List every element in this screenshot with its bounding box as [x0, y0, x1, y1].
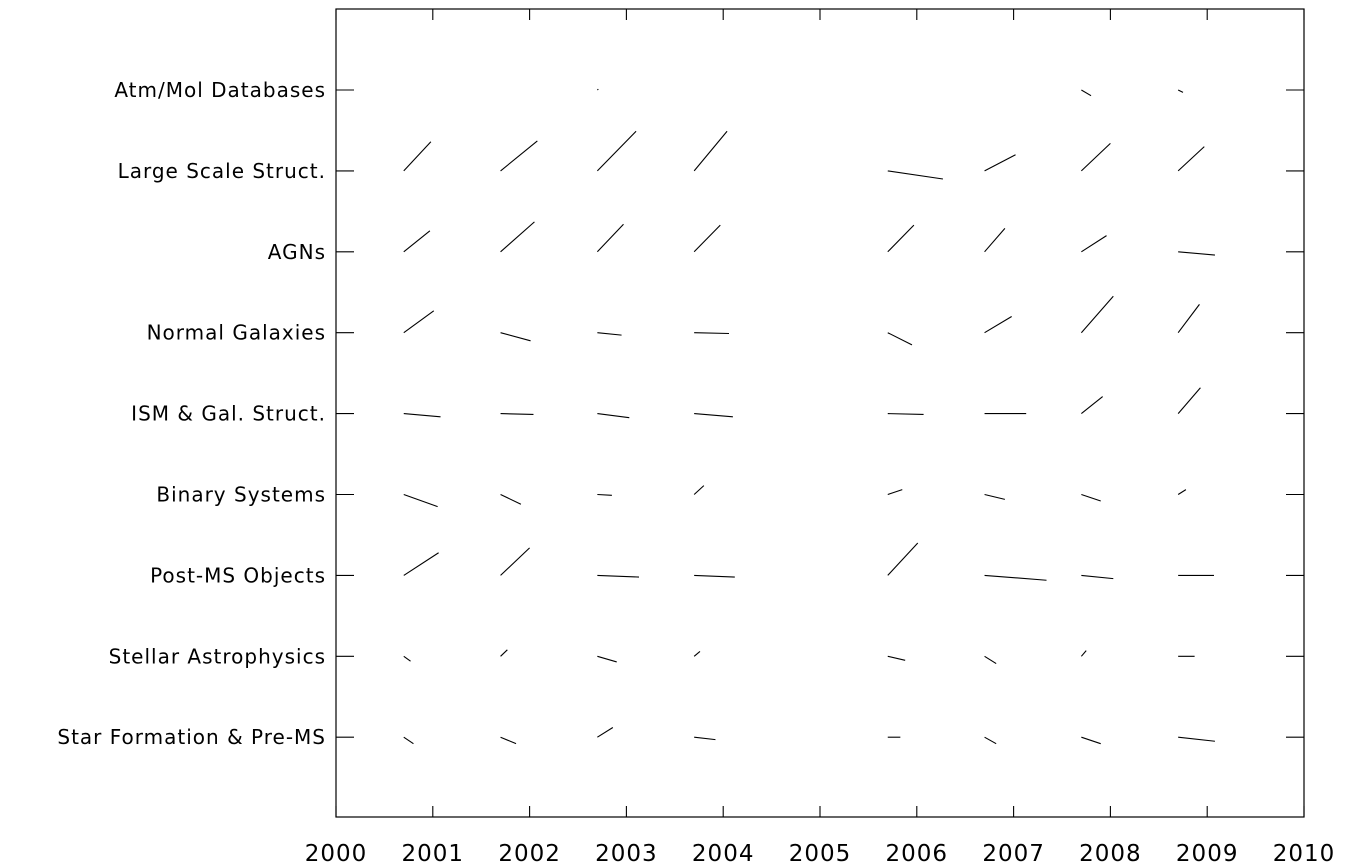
- y-tick-label: Large Scale Struct.: [118, 159, 326, 183]
- data-segment: [1080, 650, 1087, 657]
- y-tick-label: AGNs: [268, 240, 326, 264]
- data-segment: [1081, 89, 1092, 97]
- data-segment: [887, 170, 944, 180]
- data-segment: [500, 413, 534, 415]
- x-tick-label: 2005: [789, 841, 852, 866]
- data-segment: [694, 574, 735, 578]
- data-segment: [500, 547, 530, 576]
- data-segment: [596, 223, 624, 253]
- data-segment: [984, 655, 997, 665]
- y-tick-label: Binary Systems: [156, 483, 326, 507]
- data-segment: [403, 552, 439, 576]
- data-segment: [597, 88, 599, 91]
- y-tick-label: Stellar Astrophysics: [109, 644, 326, 668]
- data-segment: [596, 130, 637, 172]
- data-segment: [403, 655, 411, 662]
- data-segment: [694, 736, 716, 741]
- data-segment: [984, 574, 1047, 581]
- y-axis: Star Formation & Pre-MS Stellar Astrophys…: [57, 78, 1304, 749]
- data-segment: [984, 736, 997, 745]
- data-segment: [984, 154, 1016, 172]
- data-segment: [887, 489, 903, 496]
- x-tick-label: 2002: [498, 841, 561, 866]
- data-segment: [1081, 396, 1103, 415]
- data-segment: [403, 141, 432, 172]
- data-segment: [1080, 295, 1114, 334]
- data-segment: [693, 224, 721, 253]
- data-segment: [887, 413, 924, 415]
- data-segment: [887, 332, 913, 346]
- y-tick-label: Normal Galaxies: [147, 321, 326, 345]
- x-tick-label: 2006: [886, 841, 949, 866]
- data-segment: [500, 494, 522, 505]
- data-segment: [694, 332, 730, 335]
- x-tick-label: 2008: [1079, 841, 1142, 866]
- plot-frame: [335, 8, 1305, 818]
- data-segment: [1081, 574, 1114, 580]
- x-tick-label: 2000: [305, 841, 368, 866]
- data-segment: [1177, 387, 1201, 414]
- data-segment: [1081, 736, 1101, 745]
- data-segment: [597, 413, 630, 419]
- y-tick-label: Atm/Mol Databases: [114, 78, 326, 102]
- data-segment: [403, 310, 435, 334]
- data-segment: [1178, 251, 1215, 256]
- data-segment: [984, 227, 1006, 253]
- data-segment: [597, 574, 640, 578]
- data-segment: [887, 224, 915, 253]
- data-segment: [1178, 736, 1216, 742]
- data-marks: [403, 88, 1216, 745]
- x-tick-label: 2009: [1176, 841, 1239, 866]
- x-tick-label: 2010: [1273, 841, 1336, 866]
- data-segment: [403, 736, 414, 745]
- data-segment: [1177, 304, 1200, 334]
- data-segment: [500, 649, 508, 657]
- x-tick-label: 2003: [595, 841, 658, 866]
- data-segment: [500, 332, 531, 342]
- data-segment: [500, 140, 538, 172]
- data-segment: [693, 130, 728, 172]
- x-axis: 2000 2001 2002 2003 2004 2005 2006 2007 2008 2009…: [305, 9, 1336, 866]
- data-segment: [693, 651, 701, 657]
- data-segment: [597, 493, 612, 496]
- data-segment: [403, 493, 438, 508]
- data-segment: [887, 655, 906, 661]
- data-segment: [597, 655, 617, 663]
- x-tick-label: 2004: [692, 841, 755, 866]
- data-segment: [403, 230, 431, 253]
- y-tick-label: ISM & Gal. Struct.: [131, 402, 326, 426]
- data-segment: [984, 316, 1012, 334]
- data-segment: [1080, 142, 1111, 172]
- data-segment: [984, 493, 1006, 500]
- data-segment: [693, 485, 705, 495]
- data-segment: [597, 332, 622, 336]
- data-segment: [887, 542, 919, 576]
- data-segment: [1177, 489, 1187, 495]
- y-tick-label: Post-MS Objects: [150, 563, 326, 587]
- data-segment: [1177, 146, 1205, 172]
- x-tick-label: 2001: [402, 841, 465, 866]
- data-segment: [1081, 235, 1107, 253]
- data-segment: [500, 221, 535, 253]
- data-segment: [597, 727, 614, 738]
- data-segment: [1177, 89, 1184, 93]
- data-segment: [694, 413, 733, 418]
- data-segment: [1081, 493, 1101, 502]
- data-segment: [403, 413, 441, 418]
- x-tick-label: 2007: [982, 841, 1045, 866]
- y-tick-label: Star Formation & Pre-MS: [57, 725, 326, 749]
- data-segment: [500, 736, 517, 745]
